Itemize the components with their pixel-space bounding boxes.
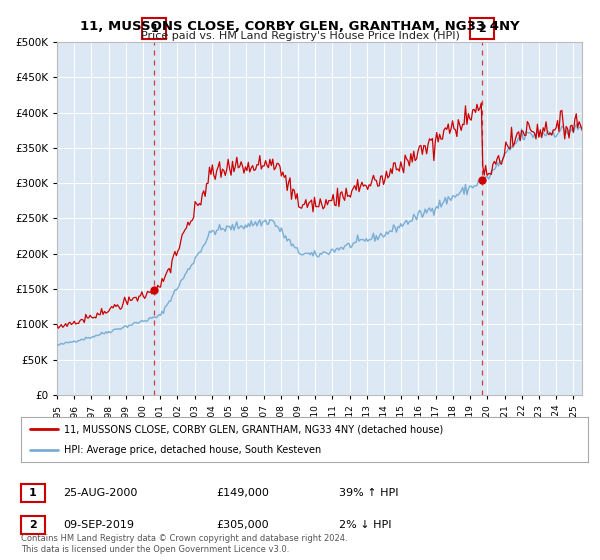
Text: 1: 1 xyxy=(29,488,37,498)
Text: 11, MUSSONS CLOSE, CORBY GLEN, GRANTHAM, NG33 4NY (detached house): 11, MUSSONS CLOSE, CORBY GLEN, GRANTHAM,… xyxy=(64,424,443,435)
Text: Price paid vs. HM Land Registry's House Price Index (HPI): Price paid vs. HM Land Registry's House … xyxy=(140,31,460,41)
Text: 25-AUG-2000: 25-AUG-2000 xyxy=(63,488,137,498)
Text: Contains HM Land Registry data © Crown copyright and database right 2024.
This d: Contains HM Land Registry data © Crown c… xyxy=(21,534,347,554)
Text: 09-SEP-2019: 09-SEP-2019 xyxy=(63,520,134,530)
Text: 11, MUSSONS CLOSE, CORBY GLEN, GRANTHAM, NG33 4NY: 11, MUSSONS CLOSE, CORBY GLEN, GRANTHAM,… xyxy=(80,20,520,32)
Text: 2: 2 xyxy=(478,24,486,34)
Text: 2: 2 xyxy=(29,520,37,530)
Text: 39% ↑ HPI: 39% ↑ HPI xyxy=(339,488,398,498)
Text: £305,000: £305,000 xyxy=(216,520,269,530)
Text: 1: 1 xyxy=(151,24,158,34)
Text: HPI: Average price, detached house, South Kesteven: HPI: Average price, detached house, Sout… xyxy=(64,445,321,455)
Text: 2% ↓ HPI: 2% ↓ HPI xyxy=(339,520,391,530)
Text: £149,000: £149,000 xyxy=(216,488,269,498)
